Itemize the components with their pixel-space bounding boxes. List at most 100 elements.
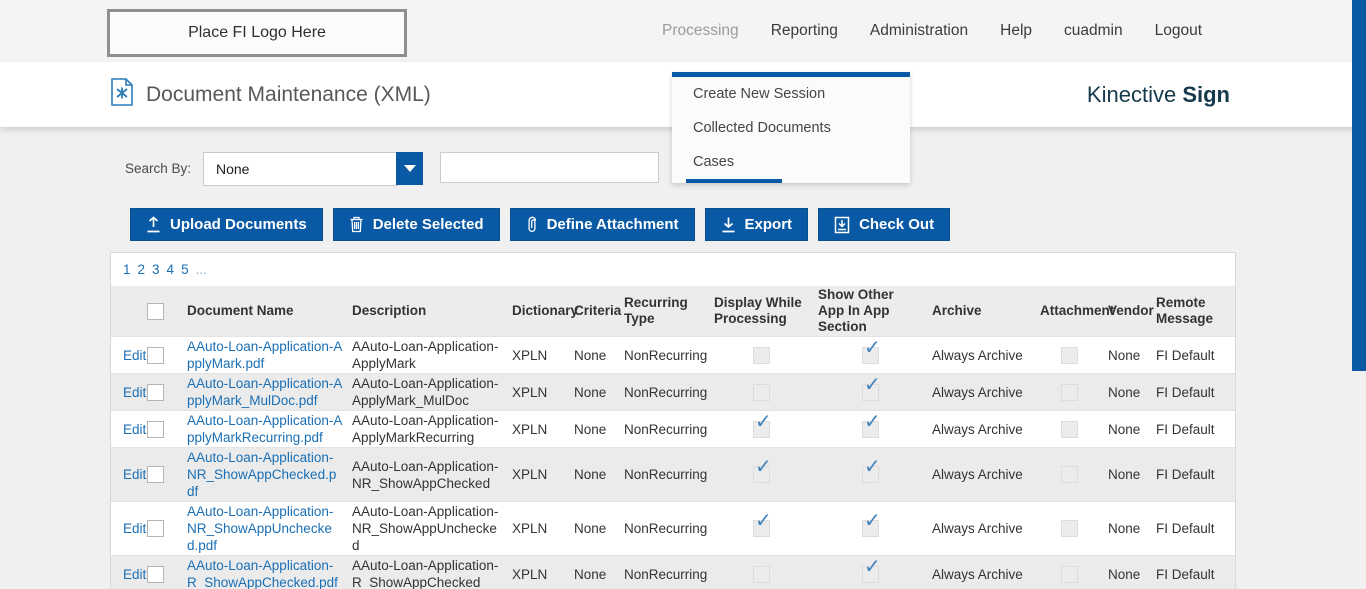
attachment-checkbox xyxy=(1061,520,1078,538)
processing-dropdown-menu: Create New Session Collected Documents C… xyxy=(672,72,910,183)
document-name-link[interactable]: AAuto-Loan-Application-NR_ShowAppChecked… xyxy=(187,450,337,499)
remote-message-cell: FI Default xyxy=(1156,467,1215,482)
header-dictionary: Dictionary xyxy=(512,303,579,318)
attachment-checkbox xyxy=(1061,346,1078,364)
select-all-checkbox[interactable] xyxy=(147,302,164,320)
dictionary-cell: XPLN xyxy=(512,384,548,400)
nav-item-cuadmin[interactable]: cuadmin xyxy=(1064,22,1123,39)
document-name-link[interactable]: AAuto-Loan-Application-NR_ShowAppUncheck… xyxy=(187,504,334,553)
recurring-type-cell: NonRecurring xyxy=(624,347,708,363)
button-label: Export xyxy=(744,216,793,233)
edit-link[interactable]: Edit xyxy=(123,566,147,582)
row-checkbox[interactable] xyxy=(147,466,164,484)
upload-icon xyxy=(146,216,161,233)
search-by-select[interactable]: None xyxy=(203,152,398,186)
attachment-checkbox xyxy=(1061,466,1078,484)
display-while-processing-checkbox xyxy=(753,383,770,401)
nav-item-administration[interactable]: Administration xyxy=(869,22,969,39)
description-cell: AAuto-Loan-Application-ApplyMarkRecurrin… xyxy=(352,413,499,445)
description-cell: AAuto-Loan-Application-ApplyMark_MulDoc xyxy=(352,376,499,408)
document-name-link[interactable]: AAuto-Loan-Application-ApplyMarkRecurrin… xyxy=(187,413,343,445)
remote-message-cell: FI Default xyxy=(1156,566,1215,582)
row-checkbox[interactable] xyxy=(147,383,164,401)
table-row: Edit AAuto-Loan-Application-ApplyMark_Mu… xyxy=(111,373,1235,411)
display-while-processing-checkbox xyxy=(753,513,772,538)
nav-item-logout[interactable]: Logout xyxy=(1154,22,1203,39)
archive-cell: Always Archive xyxy=(932,566,1023,582)
paperclip-icon xyxy=(526,216,538,234)
document-name-link[interactable]: AAuto-Loan-Application-ApplyMark.pdf xyxy=(187,339,343,371)
export-button[interactable]: Export xyxy=(704,208,809,241)
archive-cell: Always Archive xyxy=(932,384,1023,400)
dictionary-cell: XPLN xyxy=(512,347,548,363)
xml-document-icon xyxy=(110,78,134,111)
nav-item-help[interactable]: Help xyxy=(1000,22,1033,39)
page-link-5[interactable]: 5 xyxy=(181,262,189,277)
description-cell: AAuto-Loan-Application-NR_ShowAppChecked xyxy=(352,458,499,491)
table-header-row: Document Name Description Dictionary Cri… xyxy=(111,286,1235,337)
recurring-type-cell: NonRecurring xyxy=(624,421,708,437)
edit-link[interactable]: Edit xyxy=(123,467,147,482)
row-checkbox[interactable] xyxy=(147,346,164,364)
define-attachment-button[interactable]: Define Attachment xyxy=(509,208,695,241)
nav-item-processing[interactable]: Processing xyxy=(662,22,739,39)
pagination: 1 2 3 4 5... xyxy=(111,253,1235,286)
remote-message-cell: FI Default xyxy=(1156,347,1215,363)
kinective-sign-logo: Kinective Sign xyxy=(1087,62,1230,127)
header-archive: Archive xyxy=(932,303,982,318)
page-link-1[interactable]: 1 xyxy=(123,262,131,277)
chevron-down-icon xyxy=(403,165,416,172)
table-row: Edit AAuto-Loan-Application-NR_ShowAppUn… xyxy=(111,501,1235,556)
nav-item-reporting[interactable]: Reporting xyxy=(770,22,838,39)
button-label: Check Out xyxy=(859,216,935,233)
search-by-select-button[interactable] xyxy=(396,152,423,185)
menu-item-cases[interactable]: Cases xyxy=(693,154,735,170)
fi-logo-placeholder: Place FI Logo Here xyxy=(107,9,407,57)
delete-selected-button[interactable]: Delete Selected xyxy=(332,208,500,241)
page-link-4[interactable]: 4 xyxy=(166,262,175,277)
button-label: Define Attachment xyxy=(546,216,679,233)
archive-cell: Always Archive xyxy=(932,467,1023,482)
edit-link[interactable]: Edit xyxy=(123,421,147,437)
recurring-type-cell: NonRecurring xyxy=(624,566,708,582)
vendor-cell: None xyxy=(1108,421,1141,437)
row-checkbox[interactable] xyxy=(147,420,164,438)
vendor-cell: None xyxy=(1108,521,1141,536)
display-while-processing-checkbox xyxy=(753,459,772,484)
archive-cell: Always Archive xyxy=(932,521,1023,536)
check-out-button[interactable]: Check Out xyxy=(818,208,951,241)
pagination-ellipsis: ... xyxy=(195,262,207,277)
header-description: Description xyxy=(352,303,427,318)
remote-message-cell: FI Default xyxy=(1156,421,1215,437)
page-link-2[interactable]: 2 xyxy=(137,262,146,277)
scrollbar-thumb[interactable] xyxy=(1352,0,1366,371)
vendor-cell: None xyxy=(1108,467,1141,482)
show-other-app-checkbox xyxy=(862,340,881,364)
edit-link[interactable]: Edit xyxy=(123,384,147,400)
show-other-app-checkbox xyxy=(862,559,881,583)
criteria-cell: None xyxy=(574,467,607,482)
attachment-checkbox xyxy=(1061,420,1078,438)
table-row: Edit AAuto-Loan-Application-ApplyMarkRec… xyxy=(111,410,1235,448)
menu-item-collected-documents[interactable]: Collected Documents xyxy=(693,120,831,136)
checkout-document-icon xyxy=(834,216,850,234)
archive-cell: Always Archive xyxy=(932,421,1023,437)
main-nav: Processing Reporting Administration Help… xyxy=(662,0,1202,62)
upload-documents-button[interactable]: Upload Documents xyxy=(130,208,323,241)
menu-item-create-new-session[interactable]: Create New Session xyxy=(693,86,826,102)
page-link-3[interactable]: 3 xyxy=(152,262,160,277)
row-checkbox[interactable] xyxy=(147,520,164,538)
edit-link[interactable]: Edit xyxy=(123,521,147,536)
button-label: Upload Documents xyxy=(170,216,307,233)
row-checkbox[interactable] xyxy=(147,565,164,583)
button-label: Delete Selected xyxy=(372,216,484,233)
document-name-link[interactable]: AAuto-Loan-Application-R_ShowAppChecked.… xyxy=(187,558,338,589)
search-input[interactable] xyxy=(440,152,659,183)
dictionary-cell: XPLN xyxy=(512,421,548,437)
document-name-link[interactable]: AAuto-Loan-Application-ApplyMark_MulDoc.… xyxy=(187,376,343,408)
top-bar: Place FI Logo Here Processing Reporting … xyxy=(0,0,1366,62)
fi-logo-text: Place FI Logo Here xyxy=(188,24,326,41)
edit-link[interactable]: Edit xyxy=(123,347,147,363)
description-cell: AAuto-Loan-Application-ApplyMark xyxy=(352,339,499,371)
